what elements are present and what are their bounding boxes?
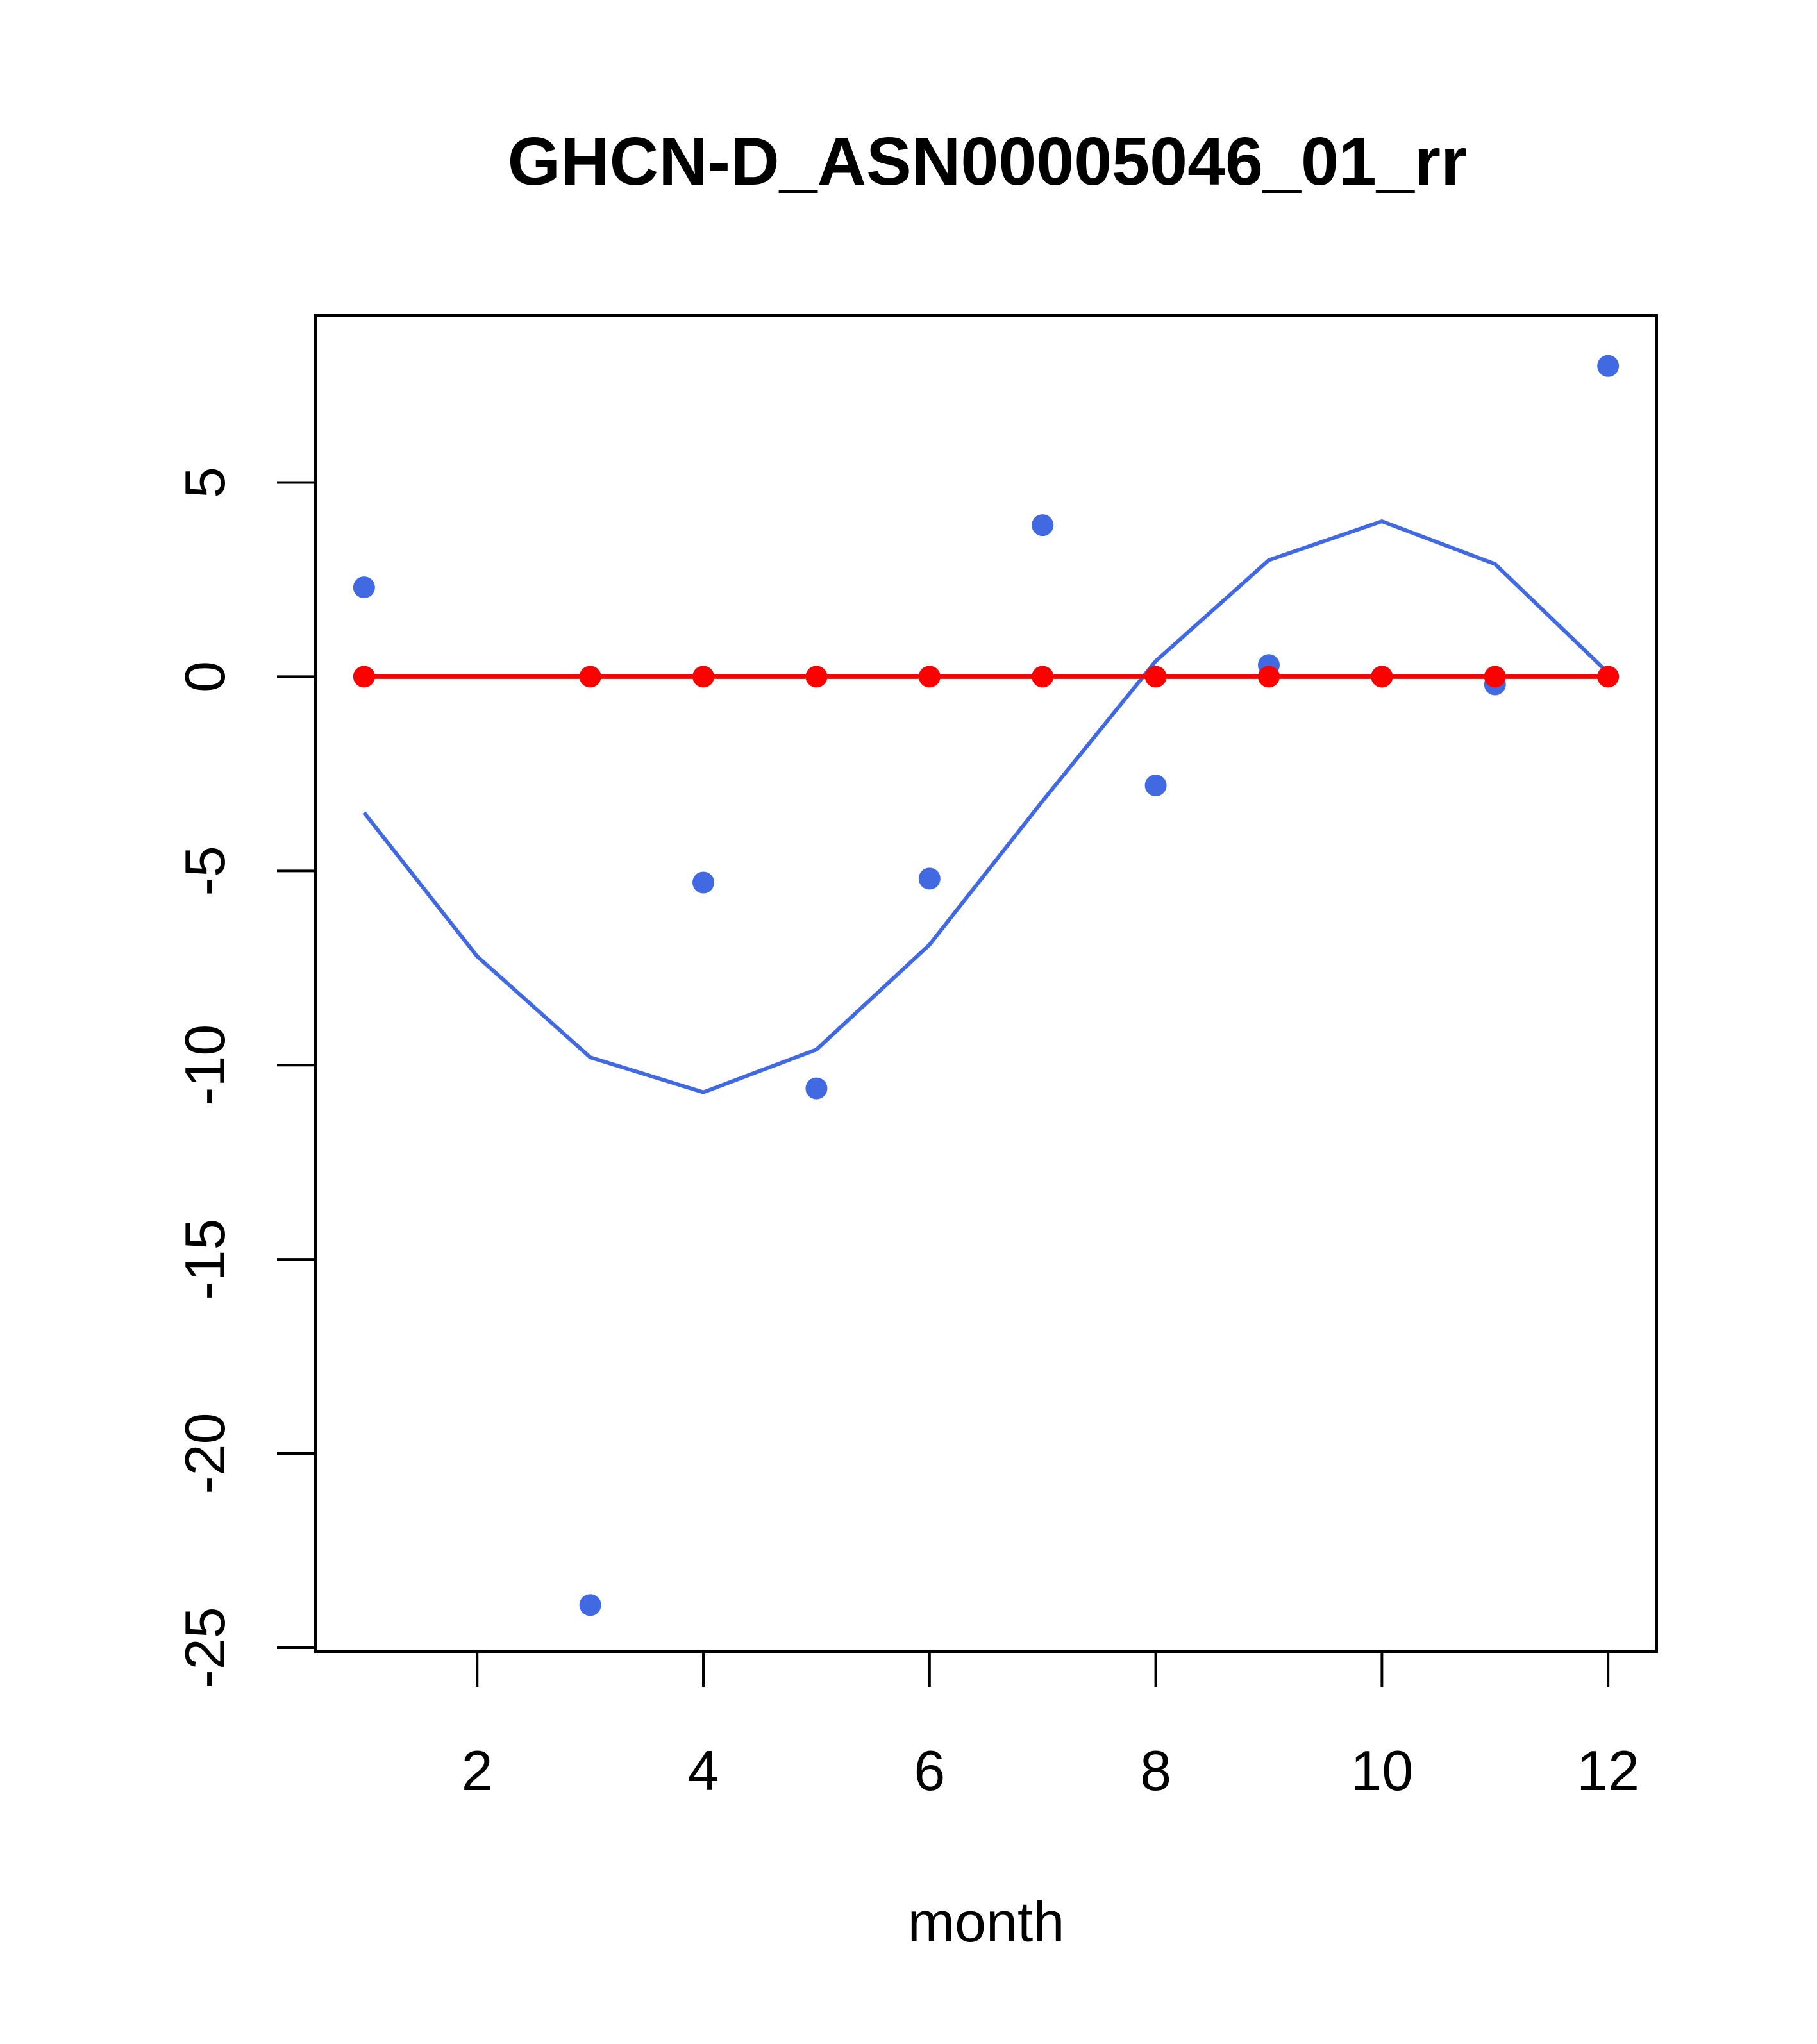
series-0-point	[1144, 775, 1167, 797]
series-2-point	[1144, 666, 1167, 688]
x-tick-label: 8	[1140, 1739, 1171, 1802]
y-tick-label: -25	[173, 1607, 237, 1688]
series-2-point	[918, 666, 941, 688]
series-2-point	[805, 666, 828, 688]
y-tick-label: -15	[173, 1219, 237, 1300]
series-0-point	[579, 1594, 601, 1616]
series-0-point	[692, 871, 715, 894]
series-2-point	[1371, 666, 1393, 688]
x-tick-label: 12	[1577, 1739, 1639, 1802]
x-tick-label: 10	[1350, 1739, 1413, 1802]
series-0-point	[805, 1077, 828, 1100]
series-2-point	[1484, 666, 1506, 688]
y-tick-label: 0	[173, 661, 237, 692]
series-1-line	[362, 519, 1610, 1094]
y-tick-label: 5	[173, 467, 237, 498]
series-2-point	[1597, 666, 1620, 688]
series-2-point	[579, 666, 601, 688]
plot-area-frame	[314, 314, 1658, 1653]
x-axis: 2 4 6 8 10 12	[462, 1652, 1639, 1802]
chart-title: GHCN-D_ASN00005046_01_rr	[508, 124, 1468, 199]
series-0-point	[918, 867, 941, 890]
series-0-point	[1032, 514, 1054, 537]
series-0-point	[353, 576, 375, 599]
y-axis: 5 0 -5 -10 -15 -20 -25	[173, 467, 315, 1689]
x-tick-label: 4	[688, 1739, 719, 1802]
series-2-point	[1032, 666, 1054, 688]
x-tick-label: 6	[914, 1739, 945, 1802]
x-tick-label: 2	[462, 1739, 493, 1802]
series-0-point	[1597, 355, 1620, 377]
series-layer	[353, 355, 1620, 1616]
y-tick-label: -20	[173, 1412, 237, 1494]
x-axis-label: month	[908, 1890, 1065, 1954]
series-2-point	[692, 666, 715, 688]
series-2-point	[1257, 666, 1280, 688]
y-tick-label: -5	[173, 846, 237, 896]
series-2-point	[353, 666, 375, 688]
y-tick-label: -10	[173, 1025, 237, 1106]
